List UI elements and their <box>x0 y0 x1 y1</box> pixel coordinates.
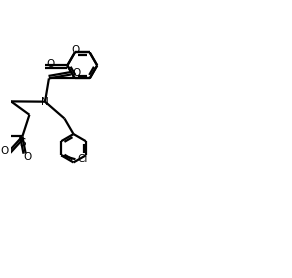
Text: O: O <box>72 45 80 55</box>
Text: S: S <box>19 138 26 148</box>
Text: N: N <box>41 97 49 107</box>
Text: O: O <box>1 147 9 157</box>
Text: O: O <box>46 59 55 69</box>
Text: O: O <box>72 68 81 78</box>
Text: O: O <box>23 152 31 162</box>
Text: Cl: Cl <box>77 154 88 164</box>
